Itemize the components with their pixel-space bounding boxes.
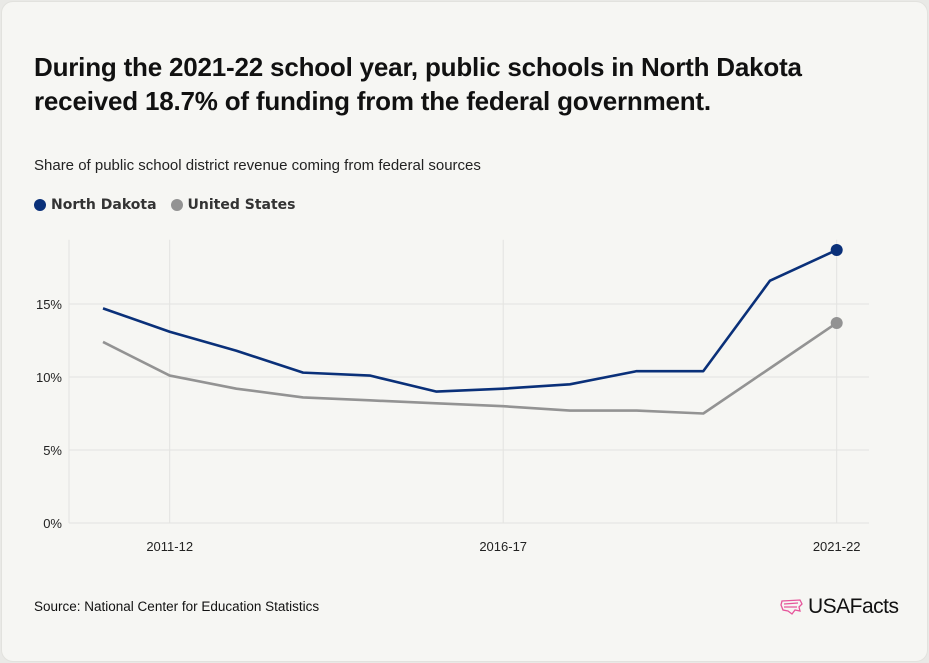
y-tick-label: 15% [36,297,62,312]
series-end-point [830,243,843,256]
y-tick-label: 5% [43,443,62,458]
chart-title: During the 2021-22 school year, public s… [34,52,802,116]
series-line-north-dakota [102,248,838,393]
source-note: Source: National Center for Education St… [34,599,320,614]
series-line-united-states [102,321,838,415]
legend-label: North Dakota [51,197,157,213]
chart-subtitle: Share of public school district revenue … [34,157,481,174]
legend-item-united-states: United States [170,197,296,213]
legend-label: United States [187,197,296,213]
usafacts-logo: USAFacts [780,595,899,619]
legend-item-north-dakota: North Dakota [34,197,157,213]
legend: North Dakota United States [34,197,296,213]
us-map-icon [780,599,803,615]
legend-dot-icon [170,199,183,211]
series-end-point [830,316,843,329]
legend-dot-icon [34,199,46,211]
y-tick-label: 10% [36,370,62,385]
x-tick-label: 2011-12 [146,539,193,554]
x-tick-label: 2016-17 [479,539,527,554]
y-tick-label: 0% [43,516,62,531]
logo-text: USAFacts [808,595,899,618]
x-tick-label: 2021-22 [813,539,861,554]
